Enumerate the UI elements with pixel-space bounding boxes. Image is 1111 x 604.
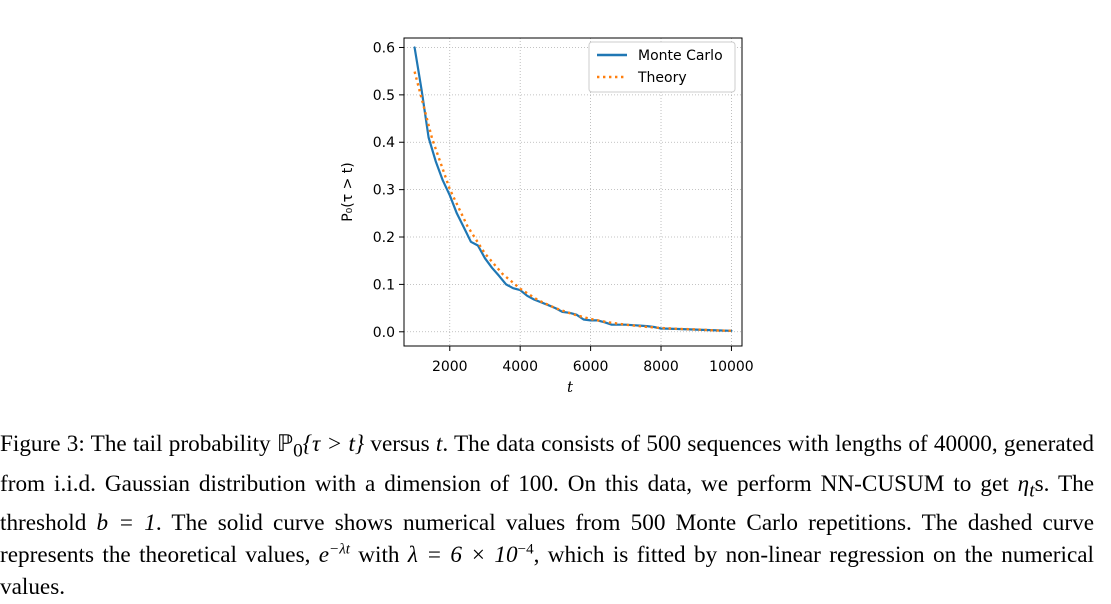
caption-text-4: s. The threshold xyxy=(0,470,1094,537)
y-tick-label: 0.5 xyxy=(373,88,395,104)
axis-ticks: 2000 4000 6000 8000 10000 0.0 0.1 0.2 0.3 0.4 0.5 0… xyxy=(373,40,754,375)
caption-text-5: . The solid curve shows numerical values… xyxy=(0,510,1094,569)
caption-text-6: with xyxy=(349,542,408,569)
caption-text-3: . The data consists of 500 sequences wit… xyxy=(0,431,1095,497)
tail-probability-chart: 2000 4000 6000 8000 10000 0.0 0.1 0.2 0.3 0.4 0.5 0… xyxy=(340,37,754,396)
x-tick-label: 10000 xyxy=(709,359,754,375)
x-tick-label: 6000 xyxy=(573,359,609,375)
series-lines xyxy=(413,46,733,332)
caption-label: Figure 3: xyxy=(0,431,85,457)
caption-lambda-superscript: −4 xyxy=(517,541,534,558)
y-axis-label: P₀(τ > t) xyxy=(340,162,356,222)
y-tick-label: 0.2 xyxy=(373,230,395,246)
y-tick-label: 0.4 xyxy=(373,135,395,151)
y-tick-label: 0.6 xyxy=(373,40,395,56)
caption-eta: η xyxy=(1017,470,1030,497)
legend: Monte Carlo Theory xyxy=(588,41,736,93)
caption-lambda: λ = 6 × 10 xyxy=(407,542,518,569)
x-tick-label: 4000 xyxy=(502,359,538,375)
figure-caption: Figure 3: The tail probability ℙ0{τ > t}… xyxy=(0,428,1094,603)
caption-exp-base: e xyxy=(318,542,330,569)
caption-prob-symbol: ℙ xyxy=(276,431,294,457)
legend-theory-label: Theory xyxy=(637,70,687,86)
plot-frame xyxy=(403,37,743,347)
caption-prob-subscript: 0 xyxy=(293,440,303,462)
x-tick-label: 2000 xyxy=(432,359,468,375)
figure-panel: 2000 4000 6000 8000 10000 0.0 0.1 0.2 0.3 0.4 0.5 0… xyxy=(340,37,754,396)
caption-exp-superscript: −λt xyxy=(329,541,350,558)
y-tick-label: 0.3 xyxy=(373,183,395,199)
caption-threshold: b = 1 xyxy=(96,510,156,537)
caption-var-t: t xyxy=(435,431,443,457)
legend-monte-carlo-label: Monte Carlo xyxy=(638,48,723,64)
x-tick-label: 8000 xyxy=(643,359,679,375)
caption-eta-subscript: t xyxy=(1029,480,1035,502)
caption-text-1: The tail probability xyxy=(84,431,277,457)
caption-event: {τ > t} xyxy=(302,431,365,457)
y-tick-label: 0.0 xyxy=(373,325,395,341)
x-axis-label: t xyxy=(567,378,574,396)
series-theory-line xyxy=(413,71,732,332)
caption-text-7: , which is fitted by non-linear regressi… xyxy=(0,542,1094,601)
series-monte-carlo-line xyxy=(413,46,733,332)
y-tick-label: 0.1 xyxy=(373,277,395,293)
caption-text-2: versus xyxy=(364,431,436,457)
